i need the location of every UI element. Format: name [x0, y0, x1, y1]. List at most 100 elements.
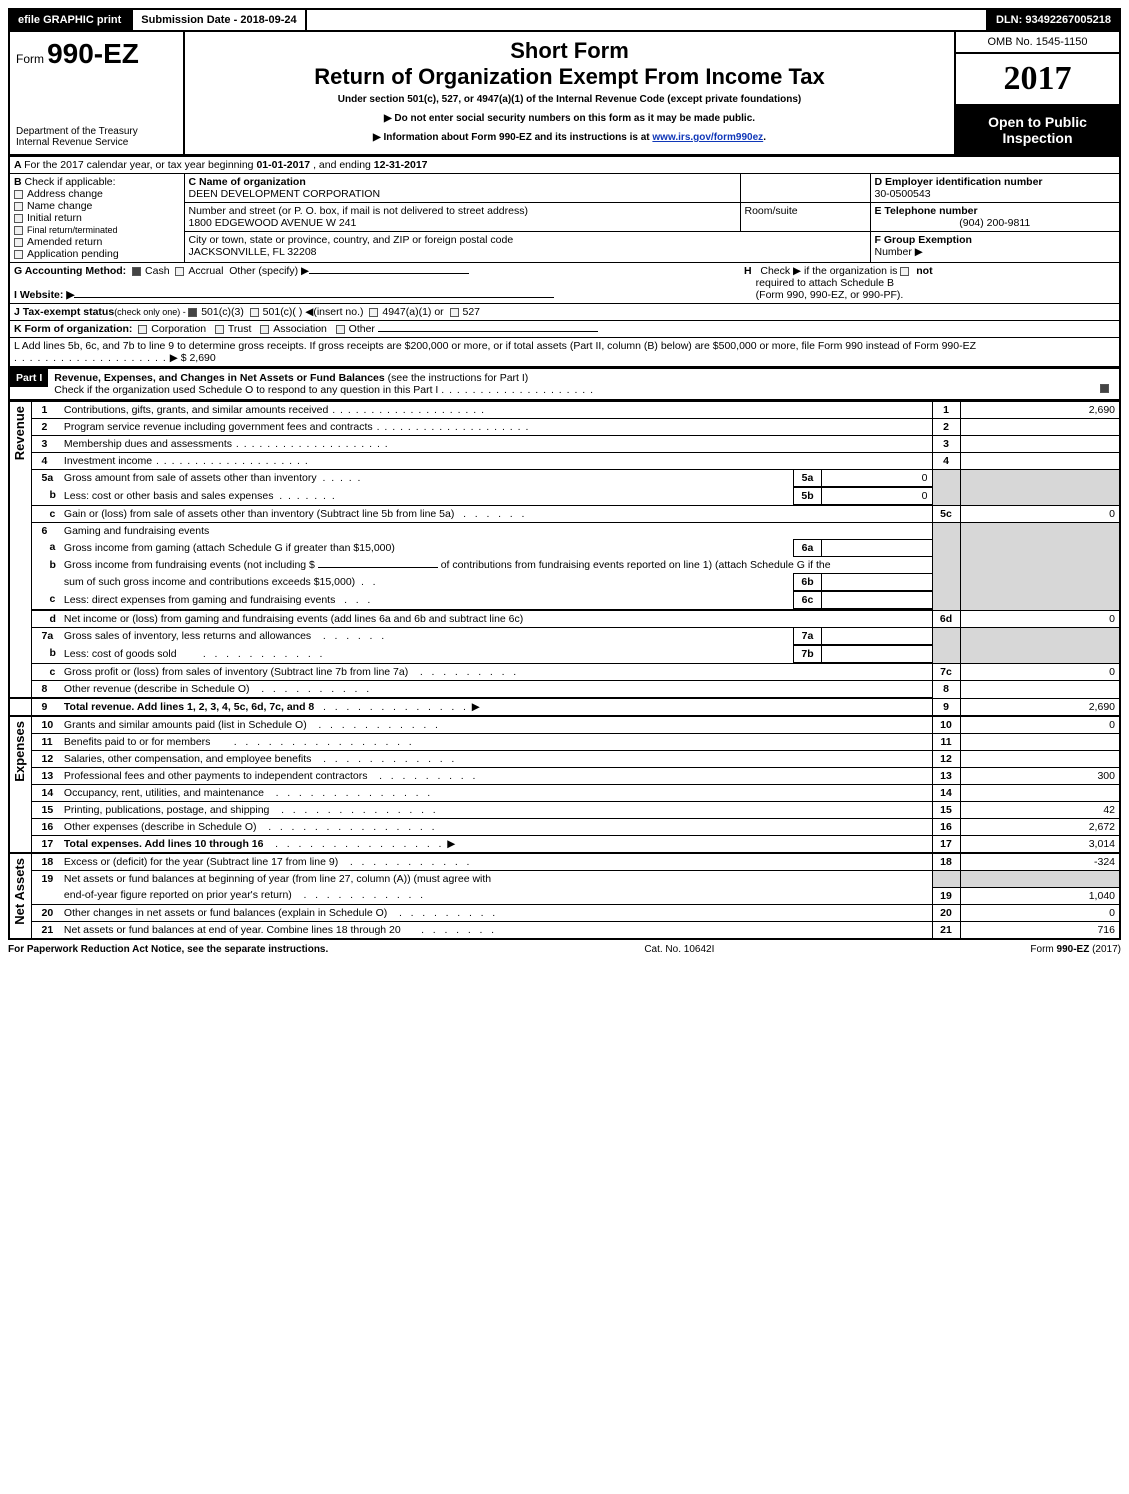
footer-mid: Cat. No. 10642I: [644, 944, 714, 955]
chk-501c[interactable]: [250, 308, 259, 317]
chk-final-return[interactable]: [14, 226, 23, 235]
l19-val: 1,040: [960, 887, 1120, 904]
top-bar: efile GRAPHIC print Submission Date - 20…: [8, 8, 1121, 32]
l1-no: 1: [42, 404, 48, 416]
H-lead: H: [744, 265, 752, 277]
section-D: D Employer identification number 30-0500…: [870, 174, 1120, 203]
chk-initial-return[interactable]: [14, 214, 23, 223]
section-C-name: C Name of organization DEEN DEVELOPMENT …: [184, 174, 740, 203]
l16-val: 2,672: [960, 819, 1120, 836]
H-not: not: [916, 265, 932, 277]
K-item-3: Other: [349, 323, 375, 335]
l13-val: 300: [960, 768, 1120, 785]
l16-txt: Other expenses (describe in Schedule O): [64, 821, 257, 833]
l15-no: 15: [42, 804, 54, 816]
l6b-no: b: [50, 559, 56, 571]
l9-txt: Total revenue. Add lines 1, 2, 3, 4, 5c,…: [64, 701, 314, 713]
A-begin: 01-01-2017: [256, 159, 310, 171]
section-F: F Group Exemption Number ▶: [870, 232, 1120, 263]
K-item-0: Corporation: [151, 323, 206, 335]
G-label: G Accounting Method:: [14, 265, 126, 277]
footer-left: For Paperwork Reduction Act Notice, see …: [8, 944, 328, 955]
l16-no: 16: [42, 821, 54, 833]
l14-txt: Occupancy, rent, utilities, and maintena…: [64, 787, 264, 799]
form-header: Form 990-EZ Department of the Treasury I…: [8, 32, 1121, 156]
l10-txt: Grants and similar amounts paid (list in…: [64, 719, 307, 731]
F-label: F Group Exemption: [875, 234, 972, 246]
l7b-txt: Less: cost of goods sold: [64, 648, 177, 660]
B-item-5: Application pending: [27, 248, 119, 260]
section-K: K Form of organization: Corporation Trus…: [9, 321, 1120, 338]
B-label: Check if applicable:: [25, 176, 116, 188]
chk-trust[interactable]: [215, 325, 224, 334]
l8-no: 8: [42, 683, 48, 695]
l21-val: 716: [960, 921, 1120, 939]
B-item-3: Final return/terminated: [27, 225, 118, 235]
chk-application-pending[interactable]: [14, 250, 23, 259]
open-line1: Open to Public: [960, 114, 1115, 130]
footer-right-post: (2017): [1089, 944, 1121, 955]
C-name: DEEN DEVELOPMENT CORPORATION: [189, 188, 381, 200]
l14-no: 14: [42, 787, 54, 799]
note2-pre: ▶ Information about Form 990-EZ and its …: [373, 132, 652, 143]
dept-line1: Department of the Treasury: [16, 126, 177, 137]
section-H: H Check ▶ if the organization is not req…: [740, 263, 1120, 304]
K-other-input[interactable]: [378, 331, 598, 332]
K-label: K Form of organization:: [14, 323, 132, 335]
chk-accrual[interactable]: [175, 267, 184, 276]
l15-txt: Printing, publications, postage, and shi…: [64, 804, 269, 816]
chk-address-change[interactable]: [14, 190, 23, 199]
B-item-4: Amended return: [27, 236, 102, 248]
header-center: Short Form Return of Organization Exempt…: [185, 32, 954, 154]
form-note1: ▶ Do not enter social security numbers o…: [193, 113, 946, 124]
B-item-0: Address change: [27, 188, 103, 200]
G-accrual: Accrual: [188, 265, 223, 277]
l20-no: 20: [42, 907, 54, 919]
l5b-no: b: [50, 489, 56, 501]
chk-name-change[interactable]: [14, 202, 23, 211]
chk-501c3[interactable]: [188, 308, 197, 317]
chk-cash[interactable]: [132, 267, 141, 276]
chk-assoc[interactable]: [260, 325, 269, 334]
chk-corp[interactable]: [138, 325, 147, 334]
chk-other-org[interactable]: [336, 325, 345, 334]
chk-4947[interactable]: [369, 308, 378, 317]
chk-H[interactable]: [900, 267, 909, 276]
G-other-input[interactable]: [309, 273, 469, 274]
l5a-mid: 0: [822, 470, 932, 487]
l7a-no: 7a: [42, 630, 54, 642]
part1-title-paren: (see the instructions for Part I): [388, 372, 529, 384]
part1-check-note: Check if the organization used Schedule …: [54, 384, 438, 396]
form-number: 990-EZ: [47, 38, 139, 69]
C-label: C Name of organization: [189, 176, 306, 188]
section-E: E Telephone number (904) 200-9811: [870, 203, 1120, 232]
footer-right-pre: Form: [1030, 944, 1056, 955]
I-website-input[interactable]: [74, 297, 554, 298]
l18-val: -324: [960, 853, 1120, 871]
J-501c3: 501(c)(3): [201, 306, 244, 318]
l20-txt: Other changes in net assets or fund bala…: [64, 907, 387, 919]
l1-txt: Contributions, gifts, grants, and simila…: [64, 404, 328, 416]
l5-shade: [932, 470, 960, 506]
chk-schedule-o[interactable]: [1100, 384, 1109, 393]
efile-print-button[interactable]: efile GRAPHIC print: [8, 8, 131, 32]
l6b-input[interactable]: [318, 567, 438, 568]
l7b-no: b: [50, 647, 56, 659]
note2-post: .: [763, 132, 766, 143]
l20-val: 0: [960, 904, 1120, 921]
l13-txt: Professional fees and other payments to …: [64, 770, 368, 782]
l9-val: 2,690: [960, 698, 1120, 716]
chk-527[interactable]: [450, 308, 459, 317]
K-item-1: Trust: [228, 323, 252, 335]
form-prefix: Form: [16, 52, 44, 66]
chk-amended-return[interactable]: [14, 238, 23, 247]
l6d-txt: Net income or (loss) from gaming and fun…: [64, 613, 523, 625]
instructions-link[interactable]: www.irs.gov/form990ez: [652, 132, 763, 143]
l12-txt: Salaries, other compensation, and employ…: [64, 753, 311, 765]
l12-val: [960, 751, 1120, 768]
l6c-no: c: [50, 593, 56, 605]
C-city: JACKSONVILLE, FL 32208: [189, 246, 317, 258]
J-527: 527: [463, 306, 481, 318]
l3-txt: Membership dues and assessments: [64, 438, 232, 450]
l1-val: 2,690: [960, 402, 1120, 419]
